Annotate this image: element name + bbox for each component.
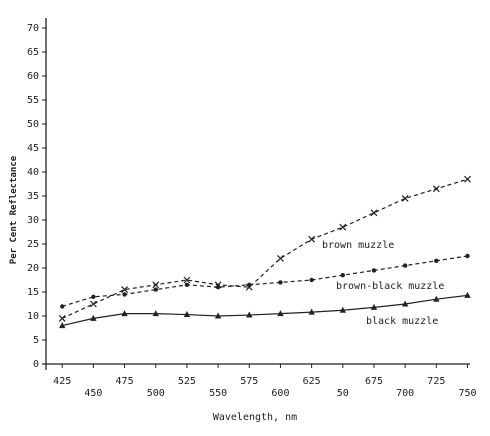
x-axis-ticks: 425 475 525 575 625 675 725 450 500 550 600 50 700 75… bbox=[53, 364, 477, 399]
series-line-black-muzzle bbox=[62, 294, 468, 327]
marker-brown-black-muzzle bbox=[278, 280, 283, 285]
marker-brown-black-muzzle bbox=[309, 277, 314, 283]
y-tick-label: 35 bbox=[27, 191, 39, 202]
marker-stroke bbox=[370, 209, 378, 217]
marker-brown-muzzle bbox=[89, 300, 97, 308]
x-tick-label-upper: 575 bbox=[240, 376, 258, 387]
y-tick-label: 40 bbox=[27, 167, 39, 178]
marker-black-muzzle bbox=[214, 312, 222, 319]
series-label-brown-muzzle: brown muzzle bbox=[322, 240, 394, 251]
marker-stroke bbox=[339, 223, 347, 231]
y-tick-label: 50 bbox=[27, 119, 39, 130]
marker-brown-muzzle bbox=[370, 209, 378, 217]
x-tick-label-upper: 475 bbox=[116, 376, 134, 387]
y-tick-label: 25 bbox=[27, 239, 39, 250]
series-lines bbox=[61, 178, 468, 327]
y-tick-label: 5 bbox=[33, 335, 39, 346]
x-tick-label-lower: 550 bbox=[209, 388, 227, 399]
y-tick-label: 55 bbox=[27, 95, 39, 106]
marker-stroke bbox=[89, 300, 97, 308]
marker-stroke bbox=[464, 175, 471, 183]
marker-black-muzzle bbox=[339, 306, 346, 313]
x-tick-label-upper: 725 bbox=[427, 376, 445, 387]
marker-brown-black-muzzle bbox=[371, 268, 377, 273]
marker-brown-black-muzzle bbox=[60, 304, 65, 309]
y-tick-label: 30 bbox=[27, 215, 39, 226]
y-tick-label: 15 bbox=[27, 287, 39, 298]
marker-brown-muzzle bbox=[339, 223, 347, 231]
marker-stroke bbox=[58, 314, 66, 322]
marker-black-muzzle bbox=[246, 311, 253, 318]
series-line-brown-muzzle bbox=[61, 178, 468, 319]
marker-brown-black-muzzle bbox=[247, 282, 252, 287]
series-markers bbox=[58, 175, 471, 329]
x-tick-label-upper: 625 bbox=[303, 376, 321, 387]
marker-brown-black-muzzle bbox=[215, 285, 221, 290]
x-tick-label-lower: 700 bbox=[396, 388, 414, 399]
y-axis-label: Per Cent Reflectance bbox=[9, 155, 19, 264]
marker-brown-muzzle bbox=[121, 286, 128, 294]
marker-brown-black-muzzle bbox=[91, 294, 96, 299]
x-tick-label-upper: 425 bbox=[53, 376, 71, 387]
marker-stroke bbox=[121, 286, 128, 294]
x-tick-label-lower: 50 bbox=[337, 388, 349, 399]
marker-brown-muzzle bbox=[152, 281, 160, 289]
marker-stroke bbox=[432, 185, 440, 193]
marker-stroke bbox=[401, 194, 409, 202]
marker-brown-muzzle bbox=[464, 175, 471, 183]
marker-brown-muzzle bbox=[308, 235, 316, 243]
marker-brown-black-muzzle bbox=[402, 263, 408, 268]
marker-brown-muzzle bbox=[432, 185, 440, 193]
marker-brown-muzzle bbox=[183, 276, 191, 284]
marker-brown-black-muzzle bbox=[153, 287, 158, 292]
marker-black-muzzle bbox=[433, 295, 440, 302]
marker-brown-muzzle bbox=[58, 314, 66, 322]
marker-black-muzzle bbox=[464, 291, 471, 298]
series-line-brown-black-muzzle bbox=[62, 255, 468, 307]
marker-black-muzzle bbox=[121, 310, 128, 317]
marker-stroke bbox=[277, 254, 284, 262]
x-tick-label-lower: 750 bbox=[458, 388, 476, 399]
series-label-brown-black-muzzle: brown-black muzzle bbox=[336, 281, 444, 292]
marker-stroke bbox=[183, 276, 191, 284]
marker-black-muzzle bbox=[370, 303, 378, 310]
x-axis-label: Wavelength, nm bbox=[213, 412, 297, 423]
x-tick-label-upper: 675 bbox=[365, 376, 383, 387]
marker-brown-black-muzzle bbox=[434, 258, 439, 263]
x-tick-label-lower: 450 bbox=[84, 388, 102, 399]
y-tick-label: 60 bbox=[27, 71, 39, 82]
marker-brown-muzzle bbox=[277, 254, 284, 262]
marker-brown-black-muzzle bbox=[122, 292, 127, 297]
y-tick-label: 10 bbox=[27, 311, 39, 322]
axes bbox=[42, 18, 470, 370]
y-tick-label: 70 bbox=[27, 23, 39, 34]
marker-black-muzzle bbox=[308, 308, 315, 315]
marker-black-muzzle bbox=[277, 310, 284, 317]
marker-black-muzzle bbox=[401, 300, 409, 307]
y-axis-ticks: 0 5 10 15 20 25 30 35 40 45 50 55 60 65 70 bbox=[27, 23, 46, 370]
y-tick-label: 20 bbox=[27, 263, 39, 274]
series-label-black-muzzle: black muzzle bbox=[366, 316, 438, 327]
x-tick-label-lower: 500 bbox=[147, 388, 165, 399]
marker-brown-black-muzzle bbox=[184, 282, 190, 287]
x-tick-label-upper: 525 bbox=[178, 376, 196, 387]
marker-stroke bbox=[152, 281, 160, 289]
marker-black-muzzle bbox=[152, 310, 159, 317]
y-tick-label: 0 bbox=[33, 359, 39, 370]
marker-black-muzzle bbox=[183, 311, 191, 318]
x-tick-label-lower: 600 bbox=[271, 388, 289, 399]
y-tick-label: 65 bbox=[27, 47, 39, 58]
marker-brown-black-muzzle bbox=[465, 253, 470, 259]
marker-black-muzzle bbox=[90, 314, 97, 321]
marker-brown-black-muzzle bbox=[340, 273, 345, 278]
marker-black-muzzle bbox=[59, 322, 66, 329]
y-tick-label: 45 bbox=[27, 143, 39, 154]
marker-stroke bbox=[308, 235, 316, 243]
marker-brown-muzzle bbox=[401, 194, 409, 202]
